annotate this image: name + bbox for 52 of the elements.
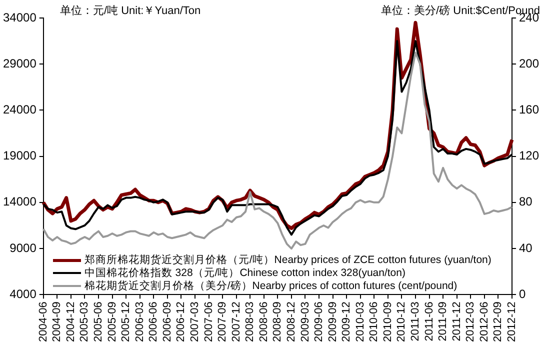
x-tick-label: 2007-12 <box>230 302 242 342</box>
x-tick-label: 2007-03 <box>189 302 202 342</box>
y2-tick-label: 0 <box>518 286 526 301</box>
x-tick-label: 2009-12 <box>340 302 353 342</box>
x-tick-label: 2010-12 <box>396 302 408 342</box>
x-tick-label: 2012-06 <box>478 302 490 342</box>
x-tick-label: 2004-06 <box>37 302 50 342</box>
x-tick-label: 2005-12 <box>120 302 132 342</box>
x-tick-label: 2008-12 <box>285 302 298 342</box>
x-tick-label: 2010-09 <box>382 302 394 342</box>
x-tick-label: 2004-09 <box>51 302 64 342</box>
y-tick-label: 34000 <box>2 10 37 24</box>
x-tick-label: 2004-12 <box>64 302 77 342</box>
x-tick-label: 2009-03 <box>299 302 312 342</box>
x-tick-label: 2006-06 <box>148 302 160 342</box>
y-axis-title: 单位：元/吨 Unit:￥Yuan/Ton <box>60 4 201 18</box>
x-tick-label: 2005-06 <box>92 302 105 342</box>
y-tick-label: 14000 <box>2 194 37 209</box>
x-tick-label: 2009-09 <box>326 302 339 342</box>
y-tick-label: 29000 <box>2 56 37 70</box>
x-tick-label: 2005-03 <box>78 302 91 342</box>
y-tick-label: 19000 <box>2 148 37 163</box>
x-tick-label: 2007-06 <box>202 302 215 342</box>
x-tick-label: 2008-09 <box>272 302 284 342</box>
x-tick-label: 2006-03 <box>134 302 146 342</box>
x-tick-label: 2011-09 <box>437 302 450 342</box>
x-tick-label: 2008-06 <box>258 302 270 342</box>
y2-tick-label: 160 <box>518 102 540 117</box>
x-tick-label: 2011-03 <box>410 302 422 342</box>
legend-label: 郑商所棉花期货近交割月价格（元/吨）Nearby prices of ZCE cotton futures (yuan/ton) <box>84 254 492 267</box>
y2-tick-label: 40 <box>518 240 533 255</box>
x-tick-label: 2007-09 <box>216 302 229 342</box>
legend-label: 棉花期货近交割月价格（美分/磅）Nearby prices of cotton futures (cent/pound) <box>84 280 458 293</box>
x-tick-label: 2012-09 <box>492 302 504 342</box>
x-tick-label: 2011-06 <box>423 302 436 342</box>
y-tick-label: 9000 <box>10 240 37 255</box>
y-tick-label: 4000 <box>10 286 37 301</box>
x-tick-label: 2006-09 <box>161 302 174 342</box>
x-tick-label: 2012-03 <box>464 302 477 342</box>
x-tick-label: 2011-12 <box>450 302 463 342</box>
y2-tick-label: 120 <box>518 148 540 163</box>
y2-tick-label: 80 <box>518 194 533 209</box>
x-tick-label: 2010-06 <box>368 302 380 342</box>
y-tick-label: 24000 <box>2 102 37 117</box>
x-tick-label: 2005-09 <box>106 302 118 342</box>
x-tick-label: 2012-12 <box>506 302 518 342</box>
x-tick-label: 2010-03 <box>354 302 366 342</box>
x-tick-label: 2008-03 <box>244 302 256 342</box>
y2-tick-label: 200 <box>518 56 540 70</box>
x-tick-label: 2009-06 <box>313 302 326 342</box>
legend-label: 中国棉花价格指数 328（元/吨）Chinese cotton index 328(yuan/ton) <box>84 266 406 280</box>
x-tick-label: 2006-12 <box>175 302 188 342</box>
